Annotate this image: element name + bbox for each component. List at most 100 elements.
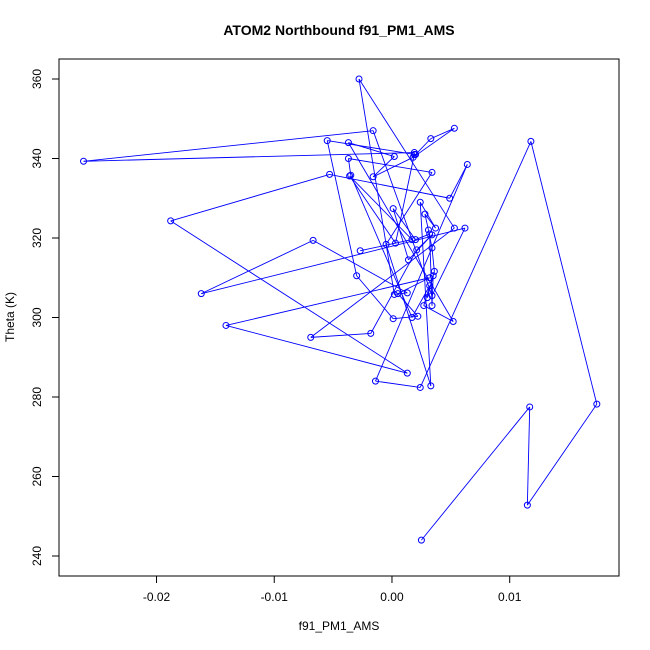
y-tick-label: 280 [30,387,44,407]
x-tick-label: -0.01 [261,590,289,604]
data-point [410,149,418,157]
series-segment [327,140,416,155]
data-point [428,302,436,310]
plot-frame [58,58,620,577]
series-segment [375,380,421,388]
data-point [428,292,436,300]
data-point [523,501,531,509]
data-point [450,224,458,232]
data-point [371,377,379,385]
data-point [413,246,421,254]
x-axis: -0.02 -0.01 0.00 0.01 [143,575,522,604]
data-point [353,272,361,280]
data-point [394,290,402,298]
series-segment [310,332,371,338]
series-segment [419,141,532,388]
data-point [344,155,352,162]
data-point [424,226,432,234]
data-point [382,240,390,248]
data-point [416,383,424,391]
series-segment [358,78,455,229]
series-segment [375,164,468,382]
data-point [410,151,418,159]
data-point [408,236,416,244]
series-segment [449,164,468,199]
series-segment [393,315,418,320]
series-segment [412,127,455,158]
data-point [461,224,469,232]
series-segment [348,158,433,173]
series-segment [201,227,466,295]
series-segment [356,275,394,319]
series-segment [526,403,598,506]
data-point [428,244,436,252]
data-point [309,236,317,244]
data-point [392,239,400,247]
series-segment [83,130,374,162]
series-segment [170,220,408,374]
data-point [427,382,435,390]
data-point [307,333,315,341]
data-point [403,289,411,297]
data-point [167,217,175,225]
data-point [346,172,354,180]
data-point [412,236,420,244]
series-segment [392,208,416,240]
series-segment [372,156,414,178]
data-point [390,153,398,161]
data-point [423,294,431,302]
chart-title: ATOM2 Northbound f91_PM1_AMS [223,22,454,38]
series-segment [83,152,415,162]
data-point [417,536,425,544]
series-layer [80,75,601,544]
y-tick-label: 360 [30,69,44,89]
data-point [369,173,377,181]
data-point [369,127,377,135]
data-point [323,137,331,145]
series-segment [431,227,466,296]
series-segment [312,239,408,294]
series-segment [415,138,432,155]
data-point [421,210,429,218]
y-tick-label: 260 [30,466,44,486]
series-segment [360,239,413,252]
data-point [526,403,534,411]
y-axis: 240 260 280 300 320 340 360 [30,69,60,566]
data-point [420,302,428,310]
data-point [430,267,438,275]
data-point [344,139,352,147]
data-point [463,160,471,168]
data-point [432,224,440,232]
series-segment [225,325,408,374]
data-point [446,194,454,202]
y-axis-label: Theta (K) [3,292,17,342]
series-segment [385,172,433,245]
series-segment [419,202,432,386]
series-segment [372,130,433,296]
series-segment [372,156,395,178]
y-tick-label: 320 [30,228,44,248]
data-point [80,157,88,165]
series-segment [423,305,454,322]
series-segment [526,406,531,506]
series-segment [349,175,413,240]
data-point [389,315,397,323]
data-point [416,198,424,206]
data-point [404,256,412,264]
data-point [389,205,397,213]
data-point [347,171,355,179]
series-segment [358,78,395,295]
series-segment [411,285,431,318]
data-point [426,282,434,290]
series-segment [431,247,435,272]
x-axis-label: f91_PM1_AMS [299,619,380,633]
data-point [355,75,363,83]
data-point [390,290,398,298]
data-point [449,317,457,325]
series-segment [348,142,454,322]
series-segment [430,127,455,140]
data-point [408,314,416,321]
series-segment [349,175,396,244]
data-point [428,168,436,176]
series-segment [421,406,531,541]
